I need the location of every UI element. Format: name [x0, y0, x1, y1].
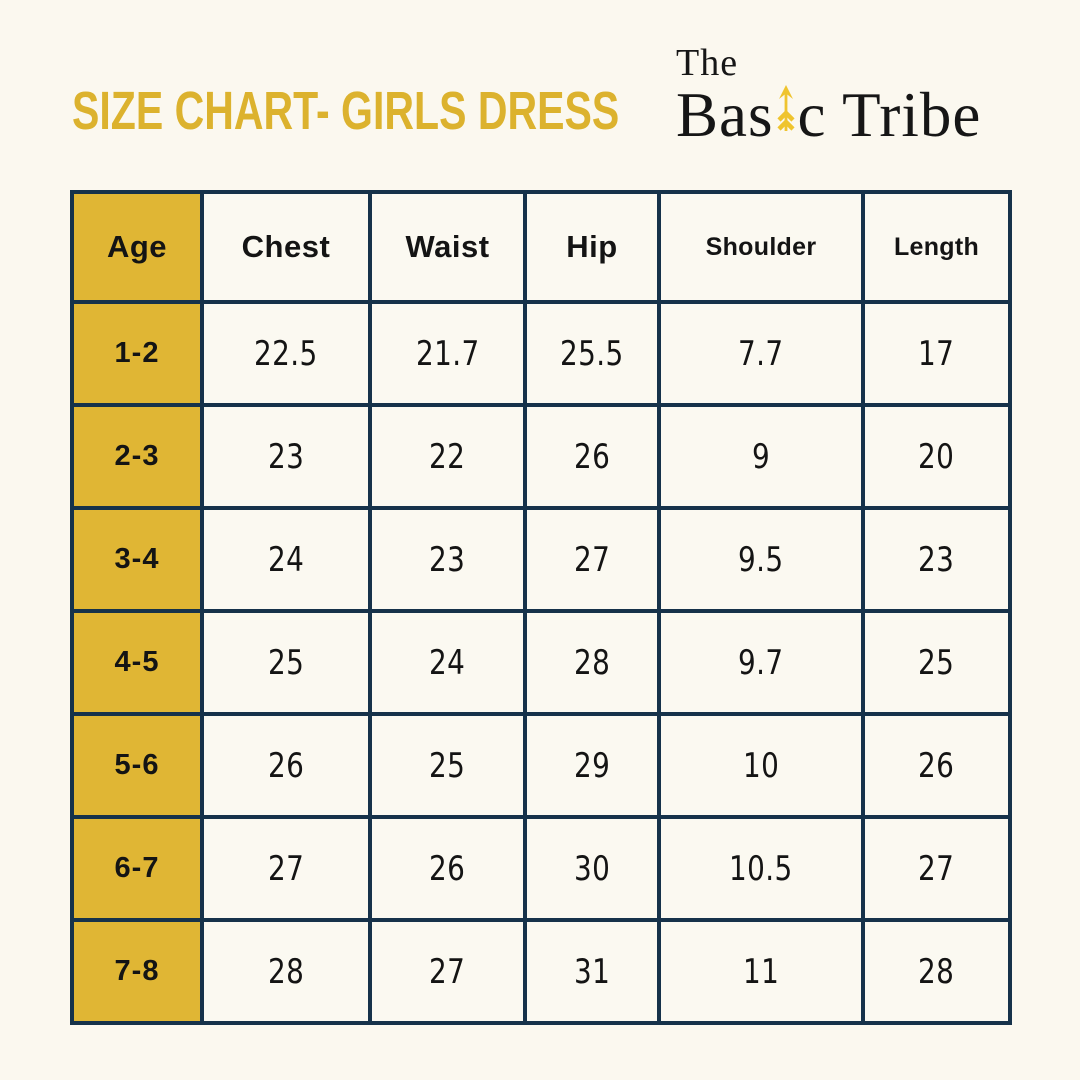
logo-wordmark: Bas c Tribe — [676, 84, 1016, 147]
logo-word-the: The — [676, 42, 739, 84]
age-cell: 6-7 — [70, 815, 204, 922]
age-cell: 4-5 — [70, 609, 204, 716]
hip-cell: 26 — [523, 403, 661, 510]
logo-basic-prefix: Bas — [676, 80, 774, 150]
hip-cell: 29 — [523, 712, 661, 819]
waist-cell: 21.7 — [368, 300, 527, 407]
hip-cell: 30 — [523, 815, 661, 922]
table-row: 3-4 24 23 27 9.5 23 — [70, 506, 1012, 613]
column-header-waist: Waist — [368, 190, 527, 304]
chest-cell: 27 — [200, 815, 372, 922]
column-header-length: Length — [861, 190, 1012, 304]
column-header-hip: Hip — [523, 190, 661, 304]
shoulder-cell: 7.7 — [657, 300, 865, 407]
logo-word-tribe: Tribe — [842, 80, 982, 150]
shoulder-cell: 9 — [657, 403, 865, 510]
hip-cell: 28 — [523, 609, 661, 716]
waist-cell: 26 — [368, 815, 527, 922]
shoulder-cell: 11 — [657, 918, 865, 1025]
waist-cell: 22 — [368, 403, 527, 510]
header-row: Age Chest Waist Hip Shoulder Length — [70, 190, 1012, 304]
length-cell: 27 — [861, 815, 1012, 922]
table-row: 2-3 23 22 26 9 20 — [70, 403, 1012, 510]
age-cell: 2-3 — [70, 403, 204, 510]
waist-cell: 24 — [368, 609, 527, 716]
chest-cell: 25 — [200, 609, 372, 716]
chest-cell: 22.5 — [200, 300, 372, 407]
length-cell: 26 — [861, 712, 1012, 819]
hip-cell: 27 — [523, 506, 661, 613]
shoulder-cell: 10 — [657, 712, 865, 819]
column-header-age: Age — [70, 190, 204, 304]
size-chart-table: Age Chest Waist Hip Shoulder Length 1-2 … — [70, 190, 1012, 1025]
table-row: 5-6 26 25 29 10 26 — [70, 712, 1012, 819]
length-cell: 23 — [861, 506, 1012, 613]
waist-cell: 23 — [368, 506, 527, 613]
chest-cell: 26 — [200, 712, 372, 819]
shoulder-cell: 10.5 — [657, 815, 865, 922]
length-cell: 25 — [861, 609, 1012, 716]
chest-cell: 24 — [200, 506, 372, 613]
arrow-up-icon — [776, 85, 795, 131]
chest-cell: 28 — [200, 918, 372, 1025]
table-row: 1-2 22.5 21.7 25.5 7.7 17 — [70, 300, 1012, 407]
age-cell: 7-8 — [70, 918, 204, 1025]
logo-basic-suffix: c — [797, 80, 827, 150]
length-cell: 20 — [861, 403, 1012, 510]
hip-cell: 31 — [523, 918, 661, 1025]
hip-cell: 25.5 — [523, 300, 661, 407]
age-cell: 1-2 — [70, 300, 204, 407]
table-row: 4-5 25 24 28 9.7 25 — [70, 609, 1012, 716]
waist-cell: 25 — [368, 712, 527, 819]
column-header-chest: Chest — [200, 190, 372, 304]
page-title: SIZE CHART- GIRLS DRESS — [72, 81, 620, 141]
shoulder-cell: 9.5 — [657, 506, 865, 613]
brand-logo: The Bas c Tribe — [676, 44, 1016, 147]
table-row: 7-8 28 27 31 11 28 — [70, 918, 1012, 1025]
waist-cell: 27 — [368, 918, 527, 1025]
shoulder-cell: 9.7 — [657, 609, 865, 716]
chest-cell: 23 — [200, 403, 372, 510]
age-cell: 3-4 — [70, 506, 204, 613]
table-row: 6-7 27 26 30 10.5 27 — [70, 815, 1012, 922]
length-cell: 17 — [861, 300, 1012, 407]
length-cell: 28 — [861, 918, 1012, 1025]
age-cell: 5-6 — [70, 712, 204, 819]
column-header-shoulder: Shoulder — [657, 190, 865, 304]
